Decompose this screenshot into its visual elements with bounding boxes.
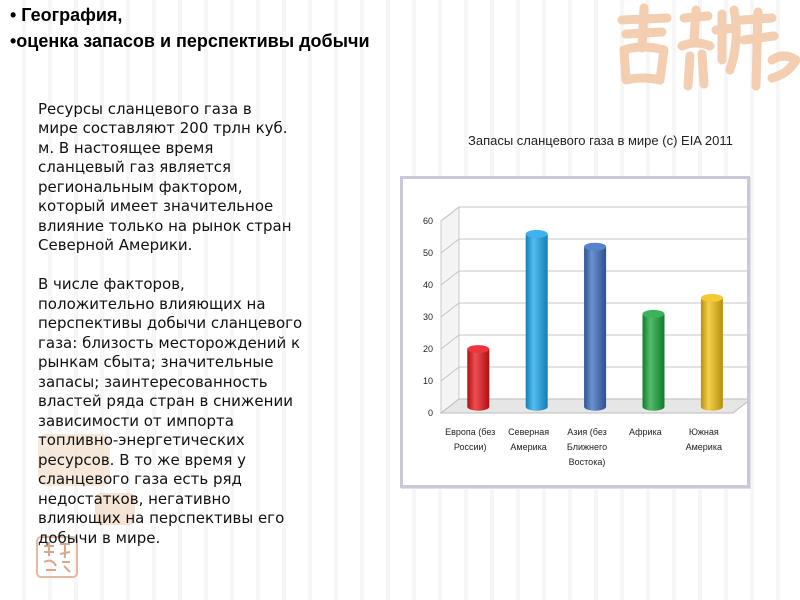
x-category-label-2: Азия (без Ближнего Востока) xyxy=(567,427,607,467)
bar-body-3 xyxy=(642,313,665,411)
y-tick-label-0: 0 xyxy=(428,408,433,418)
bar-top-0 xyxy=(467,345,490,354)
gridline-50 xyxy=(440,238,747,254)
y-tick-label-30: 30 xyxy=(423,312,433,322)
paragraph-factors: В числе факторов, положительно влияющих … xyxy=(38,275,303,547)
y-tick-label-50: 50 xyxy=(423,248,433,258)
slide-heading: • География, •оценка запасов и перспекти… xyxy=(10,2,370,54)
chinese-seal-decoration-icon xyxy=(617,3,800,91)
chart-title: Запасы сланцевого газа в мире (с) EIA 20… xyxy=(468,133,733,148)
heading-line-geography: • География, xyxy=(10,5,123,25)
bar-body-0 xyxy=(467,349,490,411)
faint-seal-decoration-icon xyxy=(38,434,110,486)
shale-gas-bar-chart: 0 10 20 30 40 50 60 Европа (без России) Северная А… xyxy=(423,205,747,467)
gridline-30 xyxy=(440,302,747,318)
bar-0 xyxy=(467,345,490,411)
bar-body-4 xyxy=(700,297,723,411)
x-category-label-4: Южная Америка xyxy=(686,427,722,452)
heading-line-reserves: •оценка запасов и перспективы добычи xyxy=(10,31,370,51)
x-category-label-0: Европа (без России) xyxy=(445,427,495,452)
x-category-label-3: Африка xyxy=(629,427,662,437)
bar-4 xyxy=(700,293,723,411)
bar-body-2 xyxy=(584,246,607,411)
y-tick-label-40: 40 xyxy=(423,280,433,290)
gridline-60 xyxy=(440,206,747,222)
bar-top-3 xyxy=(642,309,665,318)
y-tick-label-60: 60 xyxy=(423,216,433,226)
y-tick-label-20: 20 xyxy=(423,344,433,354)
bar-top-2 xyxy=(584,242,607,251)
paragraph-resources: Ресурсы сланцевого газа в мире составляю… xyxy=(38,99,292,255)
small-seal-stamp-icon xyxy=(36,536,78,578)
bar-body-1 xyxy=(525,233,548,411)
body-text: Ресурсы сланцевого газа в мире составляю… xyxy=(38,80,378,568)
bar-2 xyxy=(584,242,607,411)
chart-frame: 0 10 20 30 40 50 60 Европа (без России) Северная А… xyxy=(400,176,750,488)
gridline-40 xyxy=(440,270,747,286)
faint-seal-decoration-icon-2 xyxy=(95,493,135,525)
bar-1 xyxy=(525,229,548,411)
x-category-label-1: Северная Америка xyxy=(508,427,549,452)
y-tick-label-10: 10 xyxy=(423,376,433,386)
bar-3 xyxy=(642,309,665,411)
bar-top-1 xyxy=(525,229,548,238)
bar-top-4 xyxy=(700,293,723,302)
